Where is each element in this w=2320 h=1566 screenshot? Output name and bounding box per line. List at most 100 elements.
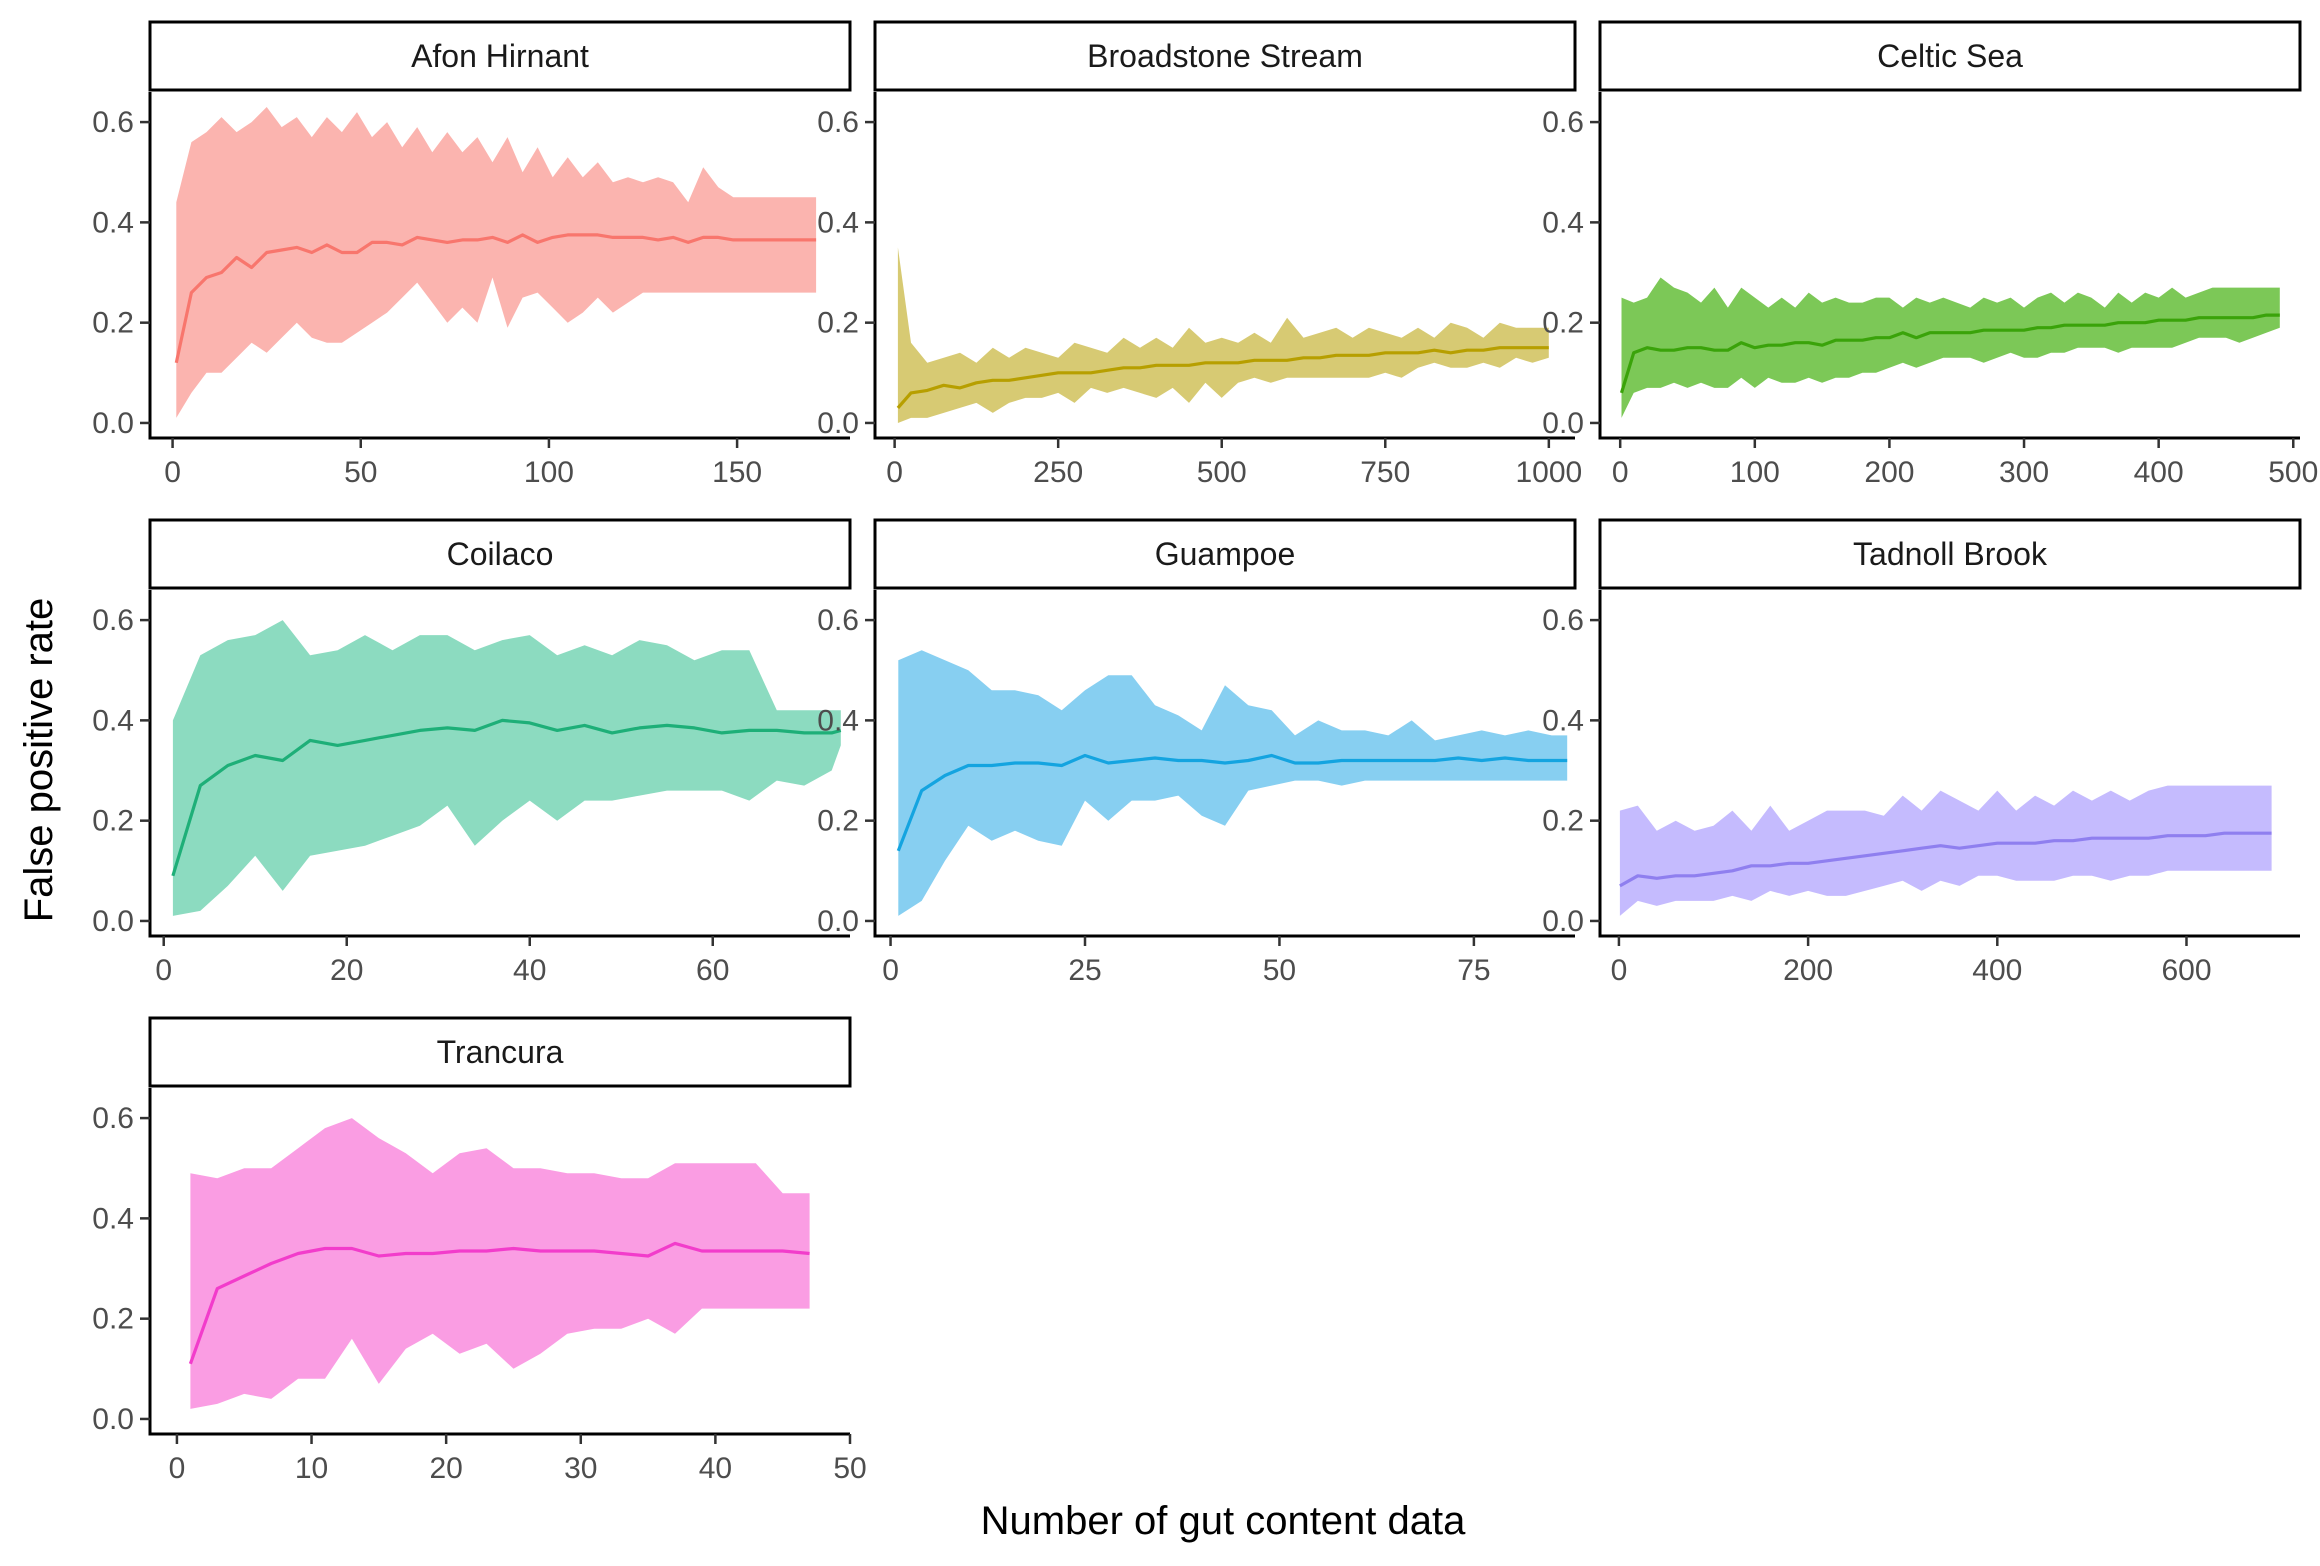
- x-tick-label: 0: [155, 954, 172, 987]
- x-tick-label: 500: [2268, 456, 2318, 489]
- x-tick-label: 500: [1197, 456, 1247, 489]
- x-tick-label: 0: [1611, 954, 1628, 987]
- series-line: [188, 1241, 810, 1365]
- y-tick-label: 0.0: [817, 905, 859, 938]
- series-line: [1619, 313, 2280, 394]
- y-tick-label: 0.4: [1542, 704, 1584, 737]
- x-tick-label: 30: [564, 1452, 597, 1485]
- x-tick-label: 20: [429, 1452, 462, 1485]
- x-tick-label: 60: [696, 954, 729, 987]
- facet-panel: Guampoe 0.0 0.2 0.4 0.6 0 25 50 75: [817, 518, 1577, 987]
- series-line: [896, 753, 1568, 852]
- facet-strip-label: Trancura: [437, 1034, 564, 1070]
- x-tick-label: 0: [1612, 456, 1629, 489]
- ribbon-band: [897, 247, 1549, 423]
- x-tick-label: 400: [2134, 456, 2184, 489]
- y-tick-label: 0.2: [92, 307, 134, 340]
- x-tick-label: 250: [1033, 456, 1083, 489]
- facet-strip: [148, 518, 852, 590]
- facet-strip-label: Broadstone Stream: [1087, 38, 1363, 74]
- y-tick-label: 0.6: [1542, 604, 1584, 637]
- ribbon-band: [898, 650, 1568, 916]
- x-tick-label: 100: [1730, 456, 1780, 489]
- facet-strip: [148, 1016, 852, 1088]
- x-tick-label: 200: [1783, 954, 1833, 987]
- facet-strip-label: Tadnoll Brook: [1853, 536, 2048, 572]
- y-tick-label: 0.0: [92, 905, 134, 938]
- x-tick-label: 1000: [1515, 456, 1582, 489]
- x-tick-label: 200: [1864, 456, 1914, 489]
- ribbon-band: [190, 1118, 810, 1409]
- facet-panel: Coilaco 0.0 0.2 0.4 0.6 0 20 40 60: [92, 518, 852, 987]
- y-tick-label: 0.6: [92, 106, 134, 139]
- facet-strip: [873, 20, 1577, 92]
- x-tick-label: 600: [2161, 954, 2211, 987]
- y-tick-label: 0.2: [1542, 805, 1584, 838]
- y-tick-label: 0.4: [92, 704, 134, 737]
- x-tick-label: 10: [295, 1452, 328, 1485]
- facet-strip-label: Coilaco: [447, 536, 554, 572]
- x-tick-label: 50: [833, 1452, 866, 1485]
- x-tick-label: 300: [1999, 456, 2049, 489]
- y-tick-label: 0.4: [817, 206, 859, 239]
- facet-panel: Celtic Sea 0.0 0.2 0.4 0.6 0 100 200 300 400 500: [1542, 20, 2318, 489]
- x-tick-label: 750: [1360, 456, 1410, 489]
- x-tick-label: 400: [1972, 954, 2022, 987]
- x-tick-label: 40: [513, 954, 546, 987]
- series-line: [1619, 831, 2272, 888]
- facet-strip-label: Afon Hirnant: [411, 38, 589, 74]
- y-tick-label: 0.6: [92, 604, 134, 637]
- x-tick-label: 40: [699, 1452, 732, 1485]
- facet-panel: Trancura 0.0 0.2 0.4 0.6 0 10 20 30 40 50: [92, 1016, 867, 1485]
- x-tick-label: 20: [330, 954, 363, 987]
- y-tick-label: 0.4: [817, 704, 859, 737]
- ribbon-band: [1621, 277, 2280, 418]
- x-tick-label: 50: [344, 456, 377, 489]
- x-tick-label: 0: [164, 456, 181, 489]
- facet-panel: Afon Hirnant 0.0 0.2 0.4 0.6 0 50 100 150: [92, 20, 852, 489]
- y-tick-label: 0.4: [92, 206, 134, 239]
- y-tick-label: 0.0: [92, 1403, 134, 1436]
- facet-strip: [873, 518, 1577, 590]
- y-tick-label: 0.6: [92, 1102, 134, 1135]
- x-tick-label: 100: [524, 456, 574, 489]
- y-tick-label: 0.0: [817, 407, 859, 440]
- y-tick-label: 0.2: [92, 1303, 134, 1336]
- ribbon-band: [172, 620, 841, 916]
- y-tick-label: 0.2: [817, 805, 859, 838]
- y-tick-label: 0.2: [92, 805, 134, 838]
- y-tick-label: 0.6: [817, 106, 859, 139]
- y-tick-label: 0.6: [817, 604, 859, 637]
- facet-panel: Tadnoll Brook 0.0 0.2 0.4 0.6 0 200 400 600: [1542, 518, 2302, 987]
- x-tick-label: 150: [712, 456, 762, 489]
- y-tick-label: 0.0: [92, 407, 134, 440]
- y-tick-label: 0.6: [1542, 106, 1584, 139]
- y-tick-label: 0.2: [817, 307, 859, 340]
- x-tick-label: 50: [1263, 954, 1296, 987]
- y-tick-label: 0.0: [1542, 905, 1584, 938]
- y-axis-title: False positive rate: [17, 598, 61, 923]
- ribbon-band: [1619, 785, 2272, 916]
- facet-strip: [1598, 518, 2302, 590]
- facet-strip: [148, 20, 852, 92]
- facet-panel: Broadstone Stream 0.0 0.2 0.4 0.6 0 250 500 750 1…: [817, 20, 1582, 489]
- series-line: [174, 233, 817, 364]
- x-axis-title: Number of gut content data: [981, 1499, 1467, 1543]
- facet-strip: [1598, 20, 2302, 92]
- facet-strip-label: Celtic Sea: [1877, 38, 2023, 74]
- x-tick-label: 0: [882, 954, 899, 987]
- y-tick-label: 0.4: [1542, 206, 1584, 239]
- x-tick-label: 0: [886, 456, 903, 489]
- x-tick-label: 25: [1068, 954, 1101, 987]
- y-tick-label: 0.2: [1542, 307, 1584, 340]
- x-tick-label: 75: [1457, 954, 1490, 987]
- facet-strip-label: Guampoe: [1155, 536, 1296, 572]
- y-tick-label: 0.0: [1542, 407, 1584, 440]
- y-tick-label: 0.4: [92, 1202, 134, 1235]
- series-line: [896, 346, 1549, 409]
- series-line: [171, 718, 842, 877]
- x-tick-label: 0: [169, 1452, 186, 1485]
- ribbon-band: [176, 107, 817, 418]
